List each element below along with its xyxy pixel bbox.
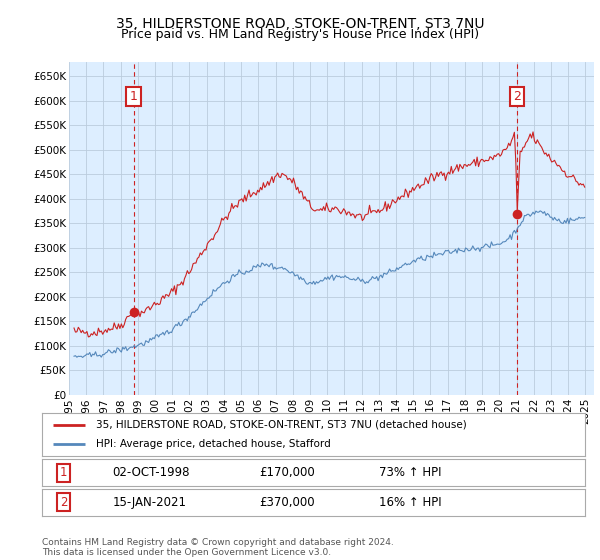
Text: 16% ↑ HPI: 16% ↑ HPI [379,496,441,509]
Text: 73% ↑ HPI: 73% ↑ HPI [379,466,441,479]
Text: £370,000: £370,000 [259,496,315,509]
Text: 35, HILDERSTONE ROAD, STOKE-ON-TRENT, ST3 7NU: 35, HILDERSTONE ROAD, STOKE-ON-TRENT, ST… [116,17,484,31]
Text: 1: 1 [60,466,67,479]
Text: £170,000: £170,000 [259,466,315,479]
Text: Price paid vs. HM Land Registry's House Price Index (HPI): Price paid vs. HM Land Registry's House … [121,28,479,41]
Text: Contains HM Land Registry data © Crown copyright and database right 2024.
This d: Contains HM Land Registry data © Crown c… [42,538,394,557]
Text: 15-JAN-2021: 15-JAN-2021 [113,496,187,509]
Text: 2: 2 [60,496,67,509]
Text: 2: 2 [513,90,521,103]
Text: 35, HILDERSTONE ROAD, STOKE-ON-TRENT, ST3 7NU (detached house): 35, HILDERSTONE ROAD, STOKE-ON-TRENT, ST… [97,420,467,430]
Text: HPI: Average price, detached house, Stafford: HPI: Average price, detached house, Staf… [97,439,331,449]
Text: 1: 1 [130,90,137,103]
Text: 02-OCT-1998: 02-OCT-1998 [113,466,190,479]
